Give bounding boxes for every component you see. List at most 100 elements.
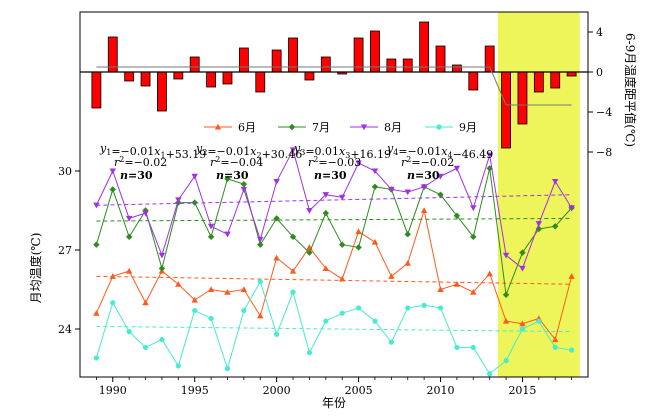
anomaly-bar — [402, 58, 413, 73]
left-y-axis-title: 月均温度(℃) — [28, 233, 43, 304]
anomaly-bar — [173, 71, 184, 80]
bars-layer — [80, 21, 588, 149]
legend-layer: 6月 7月 8月 9月 — [204, 121, 477, 134]
trend-line-1 — [96, 275, 572, 285]
legend-marker — [360, 124, 368, 131]
data-point — [372, 318, 378, 324]
legend-marker — [436, 124, 442, 130]
data-point — [502, 291, 510, 298]
data-point — [290, 289, 296, 295]
data-point — [388, 186, 395, 193]
left-y-tick-label: 27 — [58, 244, 72, 257]
anomaly-bar — [386, 58, 397, 73]
sample-size-label: n=30 — [120, 169, 153, 182]
data-point — [339, 310, 345, 316]
data-point — [274, 331, 280, 337]
data-point — [224, 175, 231, 183]
series-line-3 — [95, 148, 573, 270]
data-point — [519, 265, 526, 272]
r-squared-label: r2=−0.02 — [114, 155, 167, 169]
regression-equation: y1=−0.01x1+53.19 — [99, 142, 206, 161]
data-point — [110, 300, 116, 306]
r-squared-label: r2=−0.04 — [210, 155, 263, 169]
data-point — [109, 273, 116, 279]
anomaly-bar — [517, 71, 528, 125]
x-tick-label: 1990 — [99, 384, 127, 397]
data-point — [404, 231, 411, 238]
data-point — [93, 310, 100, 316]
series-line-1 — [95, 208, 573, 341]
data-point — [109, 186, 116, 193]
data-point — [240, 180, 248, 188]
data-point — [306, 350, 313, 356]
data-point — [175, 281, 182, 287]
data-point — [404, 189, 411, 196]
data-point — [142, 210, 149, 217]
data-point — [536, 318, 542, 324]
data-point — [552, 178, 559, 185]
data-point — [470, 205, 477, 212]
data-point — [569, 347, 575, 353]
reference-connector — [489, 66, 507, 106]
trend-line-2 — [96, 217, 572, 222]
regression-equation: y2=−0.01x2+30.46 — [195, 142, 302, 161]
data-point — [224, 365, 231, 372]
data-point — [257, 236, 264, 243]
legend-label: 6月 — [238, 121, 256, 134]
anomaly-bar — [140, 71, 151, 87]
data-point — [257, 279, 263, 285]
r-squared-label: r2=−0.02 — [401, 155, 454, 169]
data-point — [289, 233, 297, 241]
data-point — [405, 305, 411, 311]
data-point — [519, 326, 526, 332]
data-point — [519, 320, 526, 327]
data-point — [322, 209, 330, 217]
data-point — [306, 249, 313, 256]
right-y-tick-label: −4 — [596, 106, 612, 119]
data-point — [93, 241, 100, 248]
legend-marker — [214, 123, 222, 130]
data-point — [289, 147, 297, 154]
plot-frame — [79, 11, 589, 378]
r-squared-label: r2=−0.03 — [308, 155, 361, 169]
legend-label: 7月 — [312, 121, 330, 134]
data-point — [306, 207, 313, 214]
data-point — [487, 371, 493, 377]
data-point — [240, 186, 248, 193]
data-point — [322, 192, 330, 198]
sample-size-label: n=30 — [216, 169, 249, 182]
anomaly-bar — [419, 21, 430, 73]
anomaly-bar — [370, 30, 380, 73]
data-point — [535, 221, 543, 227]
data-point — [371, 183, 379, 190]
data-point — [125, 267, 133, 274]
data-point — [142, 299, 149, 306]
data-point — [191, 173, 198, 180]
data-point — [552, 344, 558, 351]
legend-label: 9月 — [459, 121, 477, 134]
data-point — [241, 307, 247, 314]
anomaly-bar — [238, 47, 249, 73]
regression-equation: y4=−0.01x4−46.49 — [386, 142, 493, 161]
anomaly-bar — [501, 71, 511, 149]
anomaly-bar — [271, 49, 282, 73]
series-line-4 — [95, 280, 572, 375]
anomaly-bar — [304, 71, 315, 81]
trend-line-3 — [96, 194, 572, 206]
data-point — [437, 305, 444, 311]
data-point — [470, 288, 477, 295]
data-point — [470, 344, 476, 351]
sample-size-label: n=30 — [314, 169, 347, 182]
regression-equation: y3=0.01x3+16.19 — [293, 142, 391, 161]
right-y-tick-label: 0 — [596, 66, 603, 79]
data-point — [338, 194, 346, 201]
data-point — [355, 228, 362, 235]
data-point — [93, 202, 100, 209]
right-y-axis-title: 6-9月温度距平值(℃) — [623, 33, 638, 147]
right-y-tick-label: 4 — [596, 26, 603, 39]
data-point — [437, 286, 444, 293]
data-point — [158, 252, 166, 259]
data-point — [257, 241, 264, 248]
right-y-tick-label: −8 — [596, 146, 612, 159]
data-point — [453, 281, 461, 287]
